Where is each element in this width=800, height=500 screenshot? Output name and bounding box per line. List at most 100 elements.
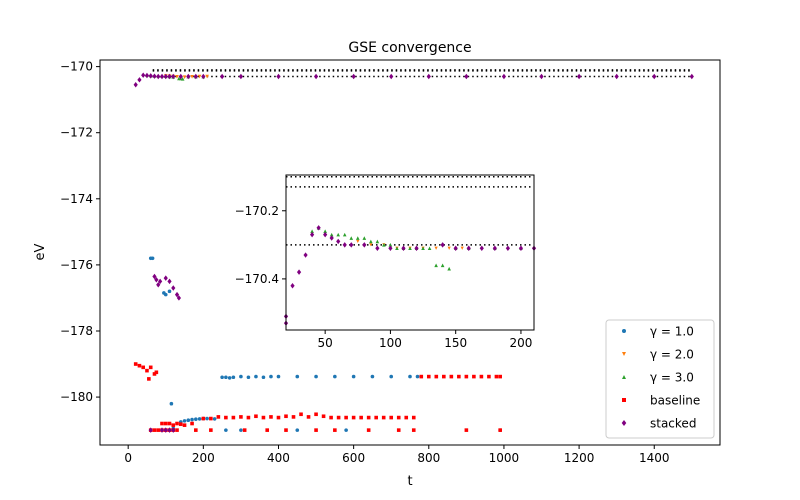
- main-point-baseline: [464, 374, 469, 379]
- main-point-baseline: [254, 414, 258, 419]
- main-point-baseline: [239, 415, 243, 419]
- main-x-tick-label: 1000: [489, 451, 520, 465]
- inset-x-tick-label: 150: [444, 336, 467, 350]
- main-point-baseline: [464, 428, 469, 432]
- main-point-1-0: [295, 374, 300, 379]
- main-point-stacked: [156, 73, 161, 80]
- main-point-baseline: [498, 428, 502, 432]
- main-point-baseline: [261, 415, 266, 420]
- main-point-stacked: [137, 77, 142, 83]
- main-point-baseline: [329, 415, 333, 420]
- main-point-baseline: [366, 428, 371, 432]
- main-x-tick-label: 400: [267, 451, 290, 465]
- main-point-baseline: [209, 428, 213, 432]
- main-point-stacked: [167, 73, 172, 80]
- main-point-baseline: [137, 363, 142, 368]
- main-point-1-0: [150, 256, 155, 261]
- main-point-2-0: [190, 75, 194, 79]
- main-point-1-0: [351, 374, 356, 379]
- main-point-stacked: [614, 73, 619, 80]
- inset-point-gamma-3: [382, 243, 386, 247]
- main-point-baseline: [472, 374, 476, 379]
- x-axis-label: t: [407, 474, 412, 489]
- main-point-1-0: [408, 374, 412, 379]
- main-point-baseline: [426, 374, 431, 379]
- inset-point-gamma-3: [329, 232, 334, 237]
- main-point-baseline: [487, 374, 491, 379]
- main-point-1-0: [190, 417, 194, 422]
- main-point-stacked: [351, 73, 356, 80]
- inset-point-gamma-3: [421, 246, 425, 251]
- main-y-tick-label: −172: [60, 126, 93, 140]
- main-point-stacked: [689, 73, 694, 80]
- main-point-1-0: [314, 374, 318, 379]
- main-point-stacked: [141, 72, 146, 78]
- inset-point-stacked: [492, 245, 497, 251]
- inset-point-gamma-3: [336, 232, 341, 237]
- main-point-baseline: [231, 415, 236, 420]
- main-point-baseline: [163, 421, 168, 426]
- main-point-stacked: [163, 275, 168, 281]
- main-point-baseline: [160, 421, 164, 426]
- main-point-baseline: [359, 415, 363, 420]
- inset-point-gamma-3: [447, 266, 451, 271]
- inset-point-stacked: [440, 242, 445, 248]
- main-point-2-0: [182, 75, 187, 79]
- legend-marker-2-0: [622, 352, 626, 356]
- main-point-baseline: [148, 365, 153, 370]
- main-point-baseline: [269, 415, 273, 419]
- main-point-stacked: [174, 291, 180, 298]
- main-point-1-0: [254, 374, 258, 379]
- main-point-1-0: [227, 376, 232, 380]
- main-point-1-0: [197, 417, 202, 421]
- inset-point-gamma-3: [427, 246, 432, 251]
- legend-label: γ = 2.0: [650, 348, 694, 362]
- inset-x-tick-label: 200: [509, 336, 532, 350]
- chart-title: GSE convergence: [348, 40, 471, 56]
- main-point-stacked: [193, 73, 198, 80]
- main-point-1-0: [239, 374, 243, 379]
- inset-point-stacked: [505, 245, 510, 251]
- main-point-baseline: [306, 415, 311, 419]
- inset-x-tick-label: 100: [379, 336, 402, 350]
- main-point-baseline: [411, 415, 416, 420]
- main-point-1-0: [333, 374, 337, 379]
- main-point-baseline: [133, 362, 138, 366]
- legend-label: stacked: [650, 417, 696, 431]
- inset-plot: 50 100 150 200 −170.4 −170.2: [235, 174, 537, 350]
- legend-label: baseline: [650, 394, 700, 408]
- main-x-tick-label: 800: [417, 451, 440, 465]
- main-point-stacked: [276, 73, 281, 80]
- inset-point-gamma-3: [323, 229, 327, 234]
- main-plot: 0 200 400 600 800 1000 1200 1400 −180 −178 −176 −17…: [60, 59, 721, 465]
- main-point-stacked: [576, 73, 582, 80]
- main-point-baseline: [171, 423, 176, 427]
- main-point-1-0: [246, 375, 251, 380]
- main-point-baseline: [175, 421, 179, 426]
- main-point-1-0: [344, 428, 348, 432]
- inset-point-stacked: [362, 242, 367, 248]
- legend-label: γ = 3.0: [650, 371, 694, 385]
- main-point-stacked: [133, 82, 138, 88]
- inset-point-gamma-3: [342, 232, 347, 237]
- main-point-baseline: [344, 415, 348, 420]
- main-point-baseline: [291, 415, 296, 419]
- legend-marker-baseline: [622, 398, 626, 402]
- main-point-1-0: [182, 419, 187, 423]
- inset-point-stacked: [453, 245, 458, 251]
- main-point-1-0: [186, 418, 191, 423]
- inset-point-gamma-3: [434, 263, 438, 268]
- inset-point-gamma-2: [447, 246, 451, 250]
- inset-point-stacked: [479, 245, 484, 251]
- main-point-1-0: [167, 289, 172, 294]
- main-point-stacked: [156, 281, 161, 288]
- main-point-2-0: [175, 75, 179, 79]
- main-point-stacked: [238, 73, 244, 80]
- main-x-tick-label: 1200: [564, 451, 595, 465]
- main-point-baseline: [299, 412, 303, 417]
- main-point-1-0: [415, 374, 420, 379]
- main-point-baseline: [336, 415, 341, 420]
- main-point-baseline: [479, 374, 484, 379]
- main-point-stacked: [154, 277, 159, 283]
